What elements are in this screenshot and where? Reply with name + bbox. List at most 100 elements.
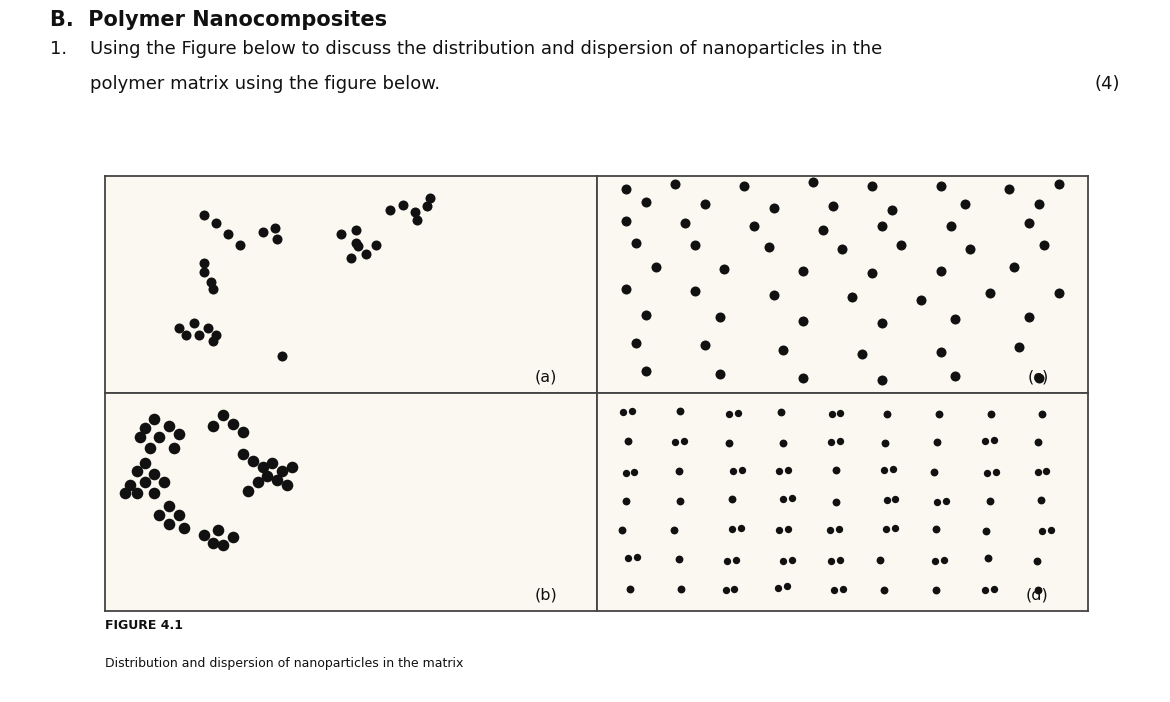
Point [980, 287, 999, 298]
Point [128, 488, 146, 499]
Point [731, 522, 750, 534]
Point [976, 526, 994, 537]
Point [273, 350, 291, 362]
Point [177, 330, 195, 341]
Point [672, 583, 690, 594]
Point [243, 455, 262, 466]
Point [823, 409, 841, 420]
Point [717, 555, 736, 567]
Point [710, 311, 729, 322]
Point [408, 215, 427, 226]
Point [1000, 183, 1019, 194]
Point [732, 464, 751, 475]
Point [346, 224, 365, 235]
Point [886, 522, 904, 534]
Point [931, 346, 950, 357]
Text: (4): (4) [1094, 75, 1120, 93]
Point [627, 237, 646, 249]
Point [1027, 556, 1046, 567]
Point [219, 229, 238, 240]
Point [723, 523, 742, 534]
Point [783, 555, 801, 566]
Point [145, 413, 164, 425]
Point [617, 183, 635, 194]
Point [984, 435, 1003, 446]
Point [613, 525, 632, 536]
Point [665, 524, 683, 536]
Point [646, 261, 665, 272]
Point [813, 224, 832, 235]
Point [1030, 198, 1048, 209]
Point [145, 488, 164, 499]
Text: (b): (b) [535, 587, 557, 602]
Point [821, 437, 840, 448]
Point [876, 437, 895, 448]
Point [204, 283, 222, 294]
Point [636, 309, 655, 320]
Point [821, 524, 840, 536]
Point [823, 555, 841, 567]
Point [676, 218, 695, 229]
Point [627, 552, 646, 563]
Text: (c): (c) [1027, 369, 1048, 385]
Point [136, 477, 154, 488]
Point [722, 494, 741, 505]
Point [826, 496, 845, 508]
Point [670, 465, 689, 477]
Point [727, 555, 745, 566]
Point [116, 488, 135, 499]
Text: (a): (a) [535, 369, 557, 385]
Point [625, 467, 644, 478]
Point [263, 457, 282, 468]
Point [160, 501, 179, 512]
Point [878, 524, 896, 535]
Text: Using the Figure below to discuss the distribution and dispersion of nanoparticl: Using the Figure below to discuss the di… [90, 40, 882, 58]
Point [128, 466, 146, 477]
Point [783, 493, 801, 504]
Point [185, 318, 204, 329]
Point [824, 200, 842, 211]
Point [418, 200, 436, 211]
Point [1034, 239, 1053, 251]
Point [617, 468, 635, 479]
Point [349, 241, 367, 252]
Point [268, 475, 287, 486]
Point [862, 180, 881, 192]
Point [253, 461, 271, 472]
Point [827, 464, 846, 475]
Point [804, 176, 823, 187]
Point [194, 209, 213, 220]
Point [1041, 524, 1060, 536]
Point [716, 584, 735, 595]
Point [775, 344, 793, 355]
Point [160, 420, 179, 431]
Point [686, 239, 704, 251]
Point [793, 372, 812, 383]
Point [715, 263, 734, 274]
Point [831, 408, 849, 419]
Point [160, 518, 179, 529]
Point [636, 196, 655, 207]
Point [206, 330, 225, 341]
Point [206, 218, 225, 229]
Point [778, 581, 797, 592]
Point [204, 420, 222, 431]
Point [729, 407, 748, 418]
Point [1028, 467, 1047, 478]
Point [174, 522, 193, 534]
Point [770, 524, 789, 536]
Point [366, 239, 385, 251]
Point [775, 555, 793, 567]
Point [925, 466, 944, 477]
Point [136, 423, 154, 434]
Point [984, 583, 1003, 595]
Point [779, 465, 798, 476]
Point [878, 494, 896, 505]
Point [778, 523, 797, 534]
Point [874, 585, 893, 596]
Point [878, 408, 896, 419]
Point [248, 477, 267, 488]
Point [775, 494, 793, 505]
Point [925, 555, 944, 567]
Point [986, 466, 1005, 477]
